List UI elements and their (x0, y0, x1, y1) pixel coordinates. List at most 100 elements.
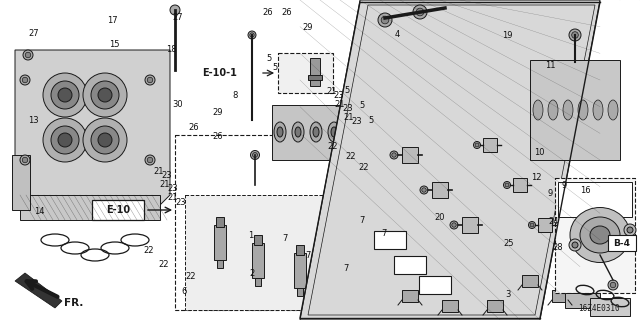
Ellipse shape (548, 100, 558, 120)
Bar (297, 288, 303, 296)
Circle shape (83, 118, 127, 162)
Circle shape (413, 5, 427, 19)
Ellipse shape (346, 122, 358, 142)
Text: 21: 21 (154, 167, 164, 176)
Bar (308, 75, 322, 80)
Text: 5: 5 (368, 116, 373, 124)
Text: 23: 23 (334, 91, 344, 100)
Text: 7: 7 (381, 229, 387, 238)
Circle shape (20, 75, 30, 85)
Text: 5: 5 (266, 54, 271, 63)
Text: 24: 24 (548, 217, 559, 226)
Text: 12: 12 (531, 173, 541, 182)
Text: 7: 7 (282, 234, 287, 243)
Text: 17: 17 (107, 16, 117, 25)
Text: 4: 4 (394, 30, 399, 39)
Text: 2: 2 (249, 269, 254, 278)
Ellipse shape (593, 100, 603, 120)
Bar (483, 138, 497, 152)
Circle shape (91, 81, 119, 109)
Bar (552, 290, 568, 302)
Text: 21: 21 (334, 100, 344, 108)
Text: 20: 20 (435, 213, 445, 222)
Circle shape (450, 221, 458, 229)
Circle shape (390, 151, 398, 159)
FancyBboxPatch shape (394, 256, 426, 274)
Circle shape (51, 126, 79, 154)
Polygon shape (15, 50, 170, 220)
Text: 7: 7 (343, 264, 348, 273)
Ellipse shape (569, 239, 581, 251)
Bar (555, 178, 635, 293)
Bar (530, 60, 620, 160)
Circle shape (572, 32, 579, 38)
Text: 26: 26 (212, 132, 223, 141)
Ellipse shape (624, 224, 636, 236)
Text: 22: 22 (358, 163, 369, 172)
Text: 6: 6 (182, 287, 187, 296)
Circle shape (22, 77, 28, 83)
Text: 29: 29 (212, 108, 223, 117)
Bar (565, 293, 600, 308)
Ellipse shape (331, 127, 337, 137)
Text: 10: 10 (534, 148, 544, 157)
Circle shape (422, 188, 426, 192)
Text: 21: 21 (160, 180, 170, 188)
Ellipse shape (590, 226, 610, 244)
Circle shape (474, 141, 481, 148)
Ellipse shape (295, 127, 301, 137)
Ellipse shape (274, 122, 286, 142)
Circle shape (392, 153, 396, 157)
Ellipse shape (609, 239, 621, 251)
Circle shape (608, 280, 618, 290)
Bar (255, 278, 261, 286)
Circle shape (58, 88, 72, 102)
Text: 23: 23 (352, 117, 362, 126)
Bar (513, 178, 527, 192)
Circle shape (452, 223, 456, 227)
Polygon shape (300, 0, 600, 320)
Bar (522, 275, 538, 287)
Circle shape (250, 33, 254, 37)
Text: 23: 23 (342, 104, 353, 113)
Ellipse shape (349, 127, 355, 137)
Ellipse shape (570, 207, 630, 262)
Circle shape (569, 29, 581, 41)
Circle shape (83, 73, 127, 117)
Text: 19: 19 (502, 31, 512, 40)
Text: 18: 18 (166, 45, 177, 54)
Bar (432, 182, 448, 198)
Text: 29: 29 (302, 23, 312, 32)
Ellipse shape (313, 127, 319, 137)
Circle shape (145, 75, 155, 85)
Ellipse shape (580, 217, 620, 253)
Text: 22: 22 (328, 142, 338, 151)
Text: 3: 3 (505, 290, 510, 299)
Bar (216, 217, 224, 227)
Bar (296, 245, 304, 255)
Ellipse shape (572, 242, 578, 248)
Ellipse shape (608, 100, 618, 120)
Text: 21: 21 (344, 113, 354, 122)
Ellipse shape (292, 122, 304, 142)
Circle shape (25, 52, 31, 58)
Text: 28: 28 (553, 243, 563, 252)
Circle shape (43, 73, 87, 117)
Circle shape (504, 181, 511, 188)
Circle shape (420, 186, 428, 194)
Ellipse shape (533, 100, 543, 120)
Text: 27: 27 (28, 29, 38, 38)
Text: 9: 9 (562, 181, 567, 190)
Circle shape (145, 155, 155, 165)
Ellipse shape (578, 100, 588, 120)
Text: B-4: B-4 (614, 238, 630, 247)
Text: 22: 22 (143, 246, 154, 255)
Text: 8: 8 (232, 91, 237, 100)
Bar (608, 235, 636, 251)
Text: 23: 23 (168, 184, 178, 193)
Circle shape (51, 81, 79, 109)
Text: 14: 14 (35, 207, 45, 216)
Text: 11: 11 (545, 61, 556, 70)
Bar (12, 155, 30, 210)
Text: FR.: FR. (64, 298, 83, 308)
